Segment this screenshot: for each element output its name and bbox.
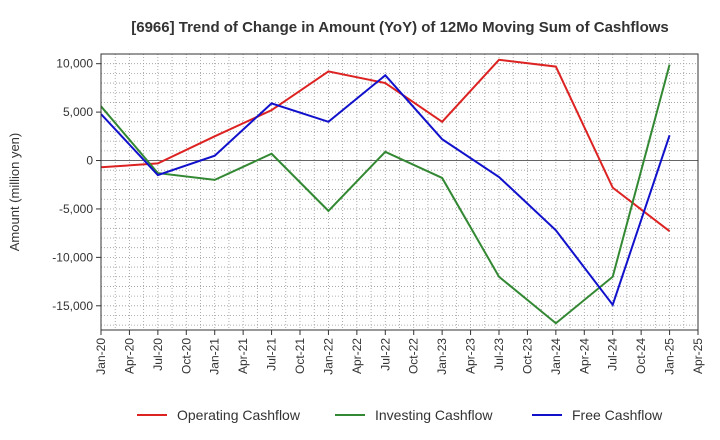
x-tick-label: Jul-20 [151, 338, 165, 371]
series-line-free-cashflow [100, 73, 671, 307]
x-tick-label: Jul-22 [378, 338, 392, 371]
x-tick-label: Jan-25 [663, 338, 677, 375]
y-tick-label: -15,000 [52, 299, 93, 313]
x-tick-label: Apr-22 [350, 338, 364, 374]
chart-title: [6966] Trend of Change in Amount (YoY) o… [131, 19, 669, 36]
x-tick-label: Oct-21 [293, 338, 307, 374]
x-tick-label: Jul-24 [606, 338, 620, 371]
series-line-investing-cashflow [100, 64, 671, 325]
x-tick-label: Jan-20 [94, 338, 108, 375]
x-tick-label: Oct-20 [179, 338, 193, 374]
x-tick-label: Jan-23 [435, 338, 449, 375]
x-tick-label: Apr-21 [236, 338, 250, 374]
x-tick-label: Jan-24 [549, 338, 563, 375]
x-tick-label: Jul-21 [265, 338, 279, 371]
series-line-operating-cashflow [100, 58, 671, 233]
plot-frame [100, 53, 699, 331]
legend-label: Investing Cashflow [375, 407, 493, 423]
x-tick-label: Apr-23 [464, 338, 478, 374]
x-tick-label: Oct-24 [634, 338, 648, 374]
x-axis: Jan-20 Apr-20 Jul-20 Oct-20 Jan-21 Apr-21 Jul-… [94, 330, 705, 375]
y-tick-label: 5,000 [63, 105, 93, 119]
y-axis-label: Amount (million yen) [7, 133, 22, 252]
x-tick-label: Apr-20 [122, 338, 136, 374]
x-tick-label: Jan-22 [321, 338, 335, 375]
legend-label: Free Cashflow [572, 407, 663, 423]
series-lines [100, 58, 671, 325]
y-tick-label: -10,000 [52, 250, 93, 264]
y-tick-label: 0 [86, 154, 93, 168]
y-axis: 10,000 5,000 0 -5,000 -10,000 -15,000 [52, 57, 101, 313]
y-tick-label: -5,000 [59, 202, 93, 216]
x-tick-label: Jan-21 [208, 338, 222, 375]
y-tick-label: 10,000 [56, 57, 93, 71]
legend: Operating Cashflow Investing Cashflow Free… [137, 407, 663, 423]
x-tick-label: Oct-23 [520, 338, 534, 374]
x-tick-label: Apr-25 [691, 338, 705, 374]
x-tick-label: Oct-22 [407, 338, 421, 374]
x-tick-label: Apr-24 [577, 338, 591, 374]
x-tick-label: Jul-23 [492, 338, 506, 371]
legend-label: Operating Cashflow [177, 407, 301, 423]
